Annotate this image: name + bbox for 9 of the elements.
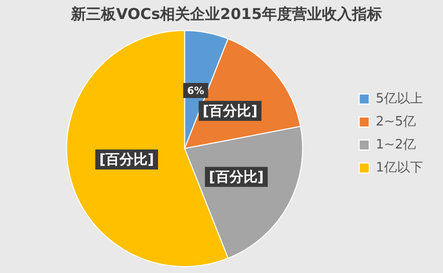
data-label: [百分比] xyxy=(202,104,258,120)
data-label: 6% xyxy=(187,86,204,98)
chart-title: 新三板VOCs相关企业2015年度营业收入指标 xyxy=(70,4,382,23)
data-label: [百分比] xyxy=(208,170,264,186)
legend-label: 1亿以下 xyxy=(376,160,424,176)
legend-label: 2~5亿 xyxy=(376,114,416,130)
legend-label: 5亿以上 xyxy=(376,91,424,106)
legend-label: 1~2亿 xyxy=(376,137,416,152)
data-label: [百分比] xyxy=(99,152,154,168)
